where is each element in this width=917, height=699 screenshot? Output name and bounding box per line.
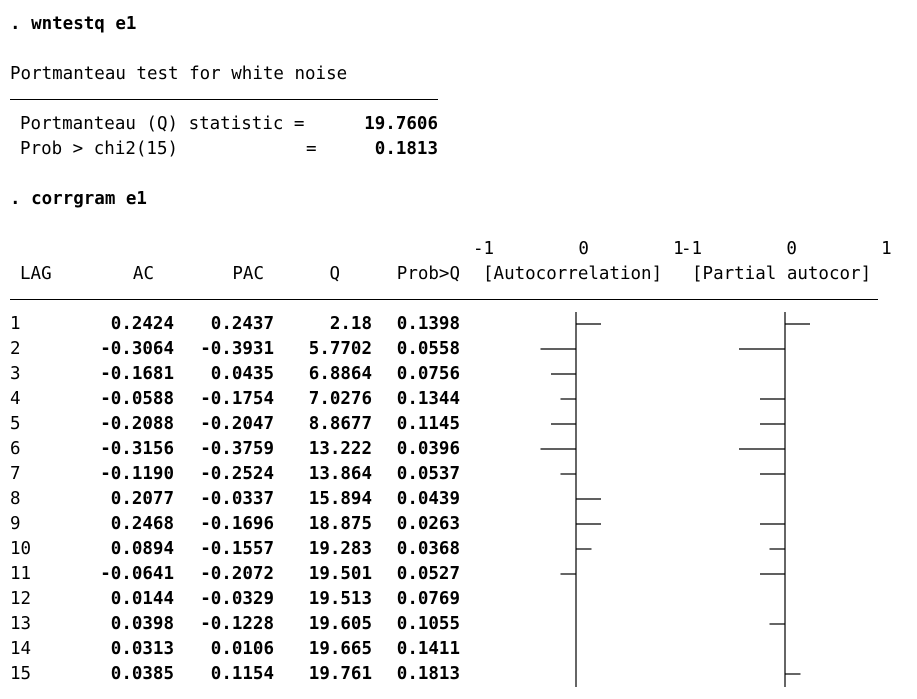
header-ac: AC	[132, 264, 154, 284]
cell-pac: -0.2047	[200, 414, 274, 434]
cell-pac: -0.1228	[200, 614, 274, 634]
cell-pac: -0.3759	[200, 439, 274, 459]
cell-q: 19.283	[308, 539, 372, 559]
cell-lag: 11	[10, 564, 32, 584]
cell-pac: -0.1696	[200, 514, 274, 534]
cell-ac: -0.3064	[100, 339, 174, 359]
cell-pac: -0.0337	[200, 489, 274, 509]
cell-q: 2.18	[329, 314, 372, 334]
cell-ac: 0.0313	[110, 639, 174, 659]
cell-pac: 0.0435	[210, 364, 274, 384]
cell-ac: -0.1190	[100, 464, 174, 484]
cell-pac: 0.0106	[210, 639, 274, 659]
cell-pac: -0.1557	[200, 539, 274, 559]
command-wntestq: . wntestq e1	[10, 14, 137, 34]
cell-prob: 0.1398	[396, 314, 460, 334]
cell-prob: 0.1411	[396, 639, 460, 659]
cell-prob: 0.0769	[396, 589, 460, 609]
cell-pac: -0.3931	[200, 339, 274, 359]
cell-q: 19.605	[308, 614, 372, 634]
cell-lag: 8	[10, 489, 21, 509]
cell-q: 15.894	[308, 489, 372, 509]
cell-ac: 0.0144	[110, 589, 174, 609]
header-q: Q	[329, 264, 340, 284]
portmanteau-q-label: Portmanteau (Q) statistic =	[20, 114, 305, 134]
header-pac: PAC	[232, 264, 264, 284]
cell-prob: 0.0396	[396, 439, 460, 459]
cell-prob: 0.1145	[396, 414, 460, 434]
header-lag: LAG	[20, 264, 52, 284]
header-autocorrelation: [Autocorrelation]	[483, 264, 663, 284]
cell-lag: 4	[10, 389, 21, 409]
cell-ac: -0.1681	[100, 364, 174, 384]
cell-ac: 0.2077	[110, 489, 174, 509]
cell-q: 7.0276	[308, 389, 372, 409]
cell-lag: 3	[10, 364, 21, 384]
portmanteau-p-equals: =	[306, 139, 317, 159]
cell-pac: -0.0329	[200, 589, 274, 609]
header-partial-autocorrelation: [Partial autocor]	[692, 264, 872, 284]
cell-q: 13.222	[308, 439, 372, 459]
cell-prob: 0.0439	[396, 489, 460, 509]
portmanteau-rule	[10, 99, 438, 100]
portmanteau-q-value: 19.7606	[364, 114, 438, 134]
cell-lag: 2	[10, 339, 21, 359]
cell-ac: -0.3156	[100, 439, 174, 459]
cell-q: 8.8677	[308, 414, 372, 434]
cell-prob: 0.1813	[396, 664, 460, 684]
cell-lag: 13	[10, 614, 32, 634]
portmanteau-title: Portmanteau test for white noise	[10, 64, 348, 84]
cell-lag: 1	[10, 314, 21, 334]
cell-q: 19.513	[308, 589, 372, 609]
cell-ac: 0.0894	[110, 539, 174, 559]
cell-q: 19.665	[308, 639, 372, 659]
cell-pac: -0.2524	[200, 464, 274, 484]
pac-scale-labels: -1 0 1	[681, 239, 892, 259]
cell-pac: 0.1154	[210, 664, 274, 684]
cell-lag: 6	[10, 439, 21, 459]
header-prob: Prob>Q	[396, 264, 460, 284]
cell-lag: 15	[10, 664, 32, 684]
command-corrgram: . corrgram e1	[10, 189, 147, 209]
cell-q: 18.875	[308, 514, 372, 534]
cell-ac: -0.0641	[100, 564, 174, 584]
cell-ac: 0.0398	[110, 614, 174, 634]
cell-prob: 0.0558	[396, 339, 460, 359]
cell-lag: 12	[10, 589, 32, 609]
cell-prob: 0.0756	[396, 364, 460, 384]
cell-lag: 5	[10, 414, 21, 434]
cell-ac: 0.2468	[110, 514, 174, 534]
cell-pac: 0.2437	[210, 314, 274, 334]
cell-ac: 0.2424	[110, 314, 174, 334]
cell-ac: -0.0588	[100, 389, 174, 409]
portmanteau-p-label: Prob > chi2(15)	[20, 139, 179, 159]
cell-q: 5.7702	[308, 339, 372, 359]
cell-prob: 0.0527	[396, 564, 460, 584]
cell-q: 19.501	[308, 564, 372, 584]
cell-pac: -0.2072	[200, 564, 274, 584]
cell-lag: 14	[10, 639, 32, 659]
cell-prob: 0.0263	[396, 514, 460, 534]
cell-prob: 0.0537	[396, 464, 460, 484]
cell-lag: 10	[10, 539, 32, 559]
cell-prob: 0.1344	[396, 389, 460, 409]
cell-q: 13.864	[308, 464, 372, 484]
cell-lag: 9	[10, 514, 21, 534]
cell-prob: 0.1055	[396, 614, 460, 634]
cell-pac: -0.1754	[200, 389, 274, 409]
corrgram-rule	[10, 299, 878, 300]
cell-q: 6.8864	[308, 364, 372, 384]
cell-lag: 7	[10, 464, 21, 484]
cell-q: 19.761	[308, 664, 372, 684]
portmanteau-p-value: 0.1813	[374, 139, 438, 159]
cell-ac: 0.0385	[110, 664, 174, 684]
ac-scale-labels: -1 0 1	[473, 239, 684, 259]
cell-ac: -0.2088	[100, 414, 174, 434]
cell-prob: 0.0368	[396, 539, 460, 559]
